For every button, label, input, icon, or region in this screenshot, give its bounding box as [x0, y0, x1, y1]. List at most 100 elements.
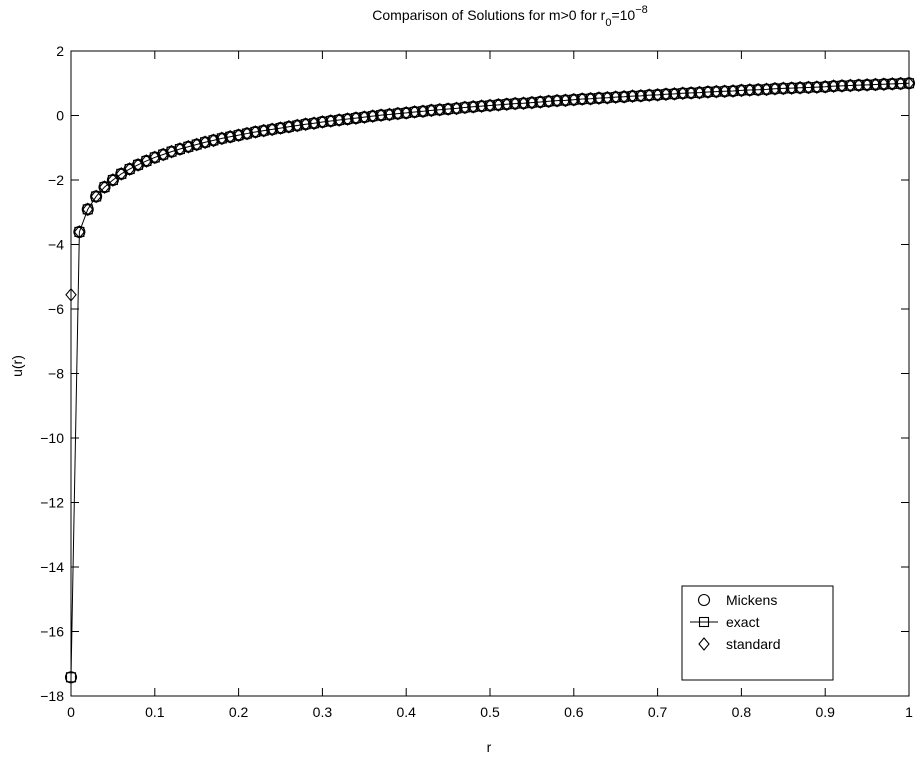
data-point-standard — [668, 87, 681, 101]
data-point-standard — [149, 150, 161, 165]
y-axis-ticks: −18 −16 −14 −12 −10 −8 −6 −4 −2 0 2 — [40, 43, 909, 704]
data-point-standard — [844, 78, 857, 93]
data-point-standard — [710, 84, 722, 99]
data-point-standard — [861, 78, 873, 92]
data-point-standard — [727, 84, 739, 98]
data-point-standard — [459, 100, 471, 115]
series-layer — [64, 76, 916, 684]
x-tick-label: 0.1 — [145, 704, 165, 720]
data-point-standard — [869, 77, 882, 92]
data-point-standard — [769, 81, 781, 96]
data-point-standard — [132, 157, 144, 172]
data-point-standard — [383, 107, 396, 122]
data-point-standard — [794, 80, 806, 95]
legend: Mickens exact standard — [681, 585, 834, 681]
data-point-standard — [475, 99, 488, 114]
legend-box — [681, 585, 834, 681]
x-tick-label: 0.4 — [396, 704, 416, 720]
chart-title-subscript: 0 — [605, 17, 611, 29]
series-line-exact — [70, 82, 910, 678]
data-point-standard — [618, 89, 630, 104]
data-point-standard — [584, 91, 597, 106]
chart-title-main: Comparison of Solutions for m>0 for r — [372, 7, 605, 23]
data-point-standard — [811, 80, 823, 94]
legend-item-standard: standard — [698, 636, 780, 652]
legend-item-exact: exact — [690, 614, 760, 630]
data-point-standard — [542, 94, 555, 109]
data-point-standard — [408, 105, 421, 119]
y-tick-label: −4 — [48, 237, 64, 253]
data-point-standard — [107, 173, 119, 187]
data-point-standard — [366, 109, 379, 124]
data-point-standard — [392, 106, 404, 121]
y-tick-label: −12 — [40, 495, 64, 511]
x-tick-label: 0.7 — [648, 704, 668, 720]
data-point-standard — [744, 83, 756, 97]
y-tick-label: −6 — [48, 301, 64, 317]
x-tick-label: 1 — [905, 704, 913, 720]
data-point-standard — [760, 82, 773, 97]
data-point-standard — [509, 96, 521, 111]
data-point-standard — [777, 81, 790, 96]
data-point-standard — [559, 93, 572, 108]
data-point-exact — [65, 672, 77, 683]
data-point-standard — [752, 82, 764, 97]
data-point-standard — [526, 95, 538, 110]
chart-title-equals: =10 — [611, 7, 635, 23]
data-point-standard — [316, 115, 329, 129]
data-point-standard — [718, 84, 731, 99]
data-point-standard — [425, 103, 438, 118]
data-point-standard — [551, 93, 563, 108]
data-point-standard — [501, 97, 513, 112]
data-point-standard — [702, 85, 714, 99]
data-point-standard — [517, 96, 530, 111]
data-point-standard — [350, 111, 362, 125]
y-tick-label: −14 — [40, 559, 64, 575]
data-point-standard — [677, 86, 689, 101]
data-point-standard — [836, 78, 848, 93]
data-point-standard — [492, 97, 505, 112]
x-tick-label: 0.9 — [815, 704, 835, 720]
data-point-standard — [65, 287, 77, 302]
y-tick-label: 0 — [56, 108, 64, 124]
y-tick-label: −8 — [48, 366, 64, 382]
data-point-standard — [827, 79, 840, 94]
data-point-standard — [82, 202, 94, 217]
data-point-standard — [299, 117, 312, 132]
y-tick-label: 2 — [56, 43, 64, 59]
data-point-standard — [878, 77, 890, 92]
data-point-standard — [685, 86, 697, 100]
data-point-standard — [576, 92, 588, 106]
data-point-standard — [651, 88, 664, 102]
data-point-standard — [735, 83, 748, 98]
data-point-standard — [693, 85, 706, 100]
data-point-standard — [325, 114, 337, 128]
data-point-standard — [358, 110, 371, 124]
data-point-standard — [375, 108, 387, 123]
x-axis-ticks: 0 0.1 0.2 0.3 0.4 0.5 0.6 0.7 0.8 0.9 1 — [67, 51, 913, 720]
data-point-standard — [626, 89, 639, 104]
data-point-standard — [601, 90, 614, 105]
y-tick-label: −18 — [40, 688, 64, 704]
data-point-standard — [157, 147, 169, 162]
data-point-standard — [400, 106, 412, 120]
y-axis-label: u(r) — [9, 355, 25, 377]
data-point-standard — [643, 88, 655, 103]
data-point-standard — [568, 92, 580, 107]
data-point-standard — [417, 104, 429, 119]
data-point-standard — [534, 95, 546, 109]
x-tick-label: 0.5 — [480, 704, 500, 720]
data-point-standard — [609, 90, 622, 104]
data-point-standard — [90, 189, 102, 204]
data-point-standard — [894, 76, 907, 91]
data-point-standard — [73, 225, 86, 239]
data-point-standard — [98, 180, 111, 194]
data-point-standard — [853, 78, 865, 93]
series-standard — [65, 76, 915, 302]
legend-marker — [697, 593, 711, 607]
legend-label: standard — [726, 636, 780, 652]
legend-label: Mickens — [726, 592, 777, 608]
data-point-standard — [442, 102, 454, 116]
